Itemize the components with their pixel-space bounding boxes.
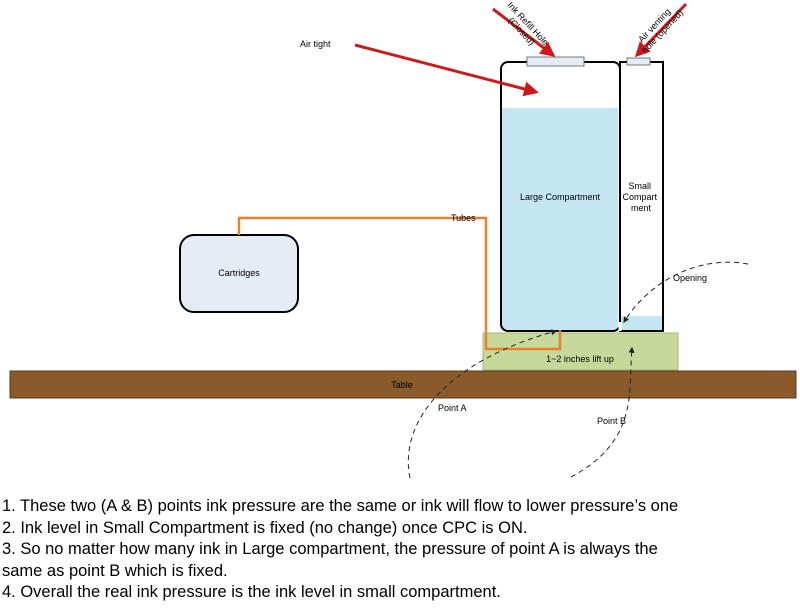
air-tight-label: Air tight <box>300 39 331 49</box>
point-b-label: Point B <box>597 416 626 426</box>
air-venting-arrow <box>634 2 688 58</box>
cartridges-label: Cartridges <box>218 268 260 278</box>
note-line: 4. Overall the real ink pressure is the … <box>2 583 501 602</box>
ink-refill-arrow <box>492 7 556 57</box>
small-compartment-label: Small Compart ment <box>622 181 659 213</box>
small-compartment-ink <box>621 316 662 330</box>
table <box>9 370 797 399</box>
air-venting-hole-label: Air venting hole (opened) <box>633 1 686 55</box>
opening-pointer <box>623 261 749 324</box>
explanation-notes: 1. These two (A & B) points ink pressure… <box>2 496 800 604</box>
note-line: 1. These two (A & B) points ink pressure… <box>2 497 679 515</box>
large-compartment-label: Large Compartment <box>520 192 601 202</box>
point-a-pointer <box>407 329 558 479</box>
lift-block <box>482 332 679 371</box>
table-label: Table <box>391 380 413 390</box>
note-line: 2. Ink level in Small Compartment is fix… <box>2 518 528 537</box>
note-line: 3. So no matter how many ink in Large co… <box>2 540 658 559</box>
air-tight-arrow <box>354 43 539 97</box>
point-a-label: Point A <box>438 403 467 413</box>
large-compartment-ink <box>502 108 618 330</box>
ink-refill-hole-label: Ink Refill Hole (Closed) <box>498 0 552 56</box>
point-b-pointer <box>570 346 635 478</box>
ink-refill-hole-cap <box>526 56 585 67</box>
lift-label: 1~2 inches lift up <box>546 354 614 364</box>
air-venting-hole <box>626 57 651 66</box>
tube <box>237 216 562 351</box>
note-line: same as point B which is fixed. <box>2 561 228 580</box>
opening-label: Opening <box>673 273 707 283</box>
tubes-label: Tubes <box>451 213 476 223</box>
